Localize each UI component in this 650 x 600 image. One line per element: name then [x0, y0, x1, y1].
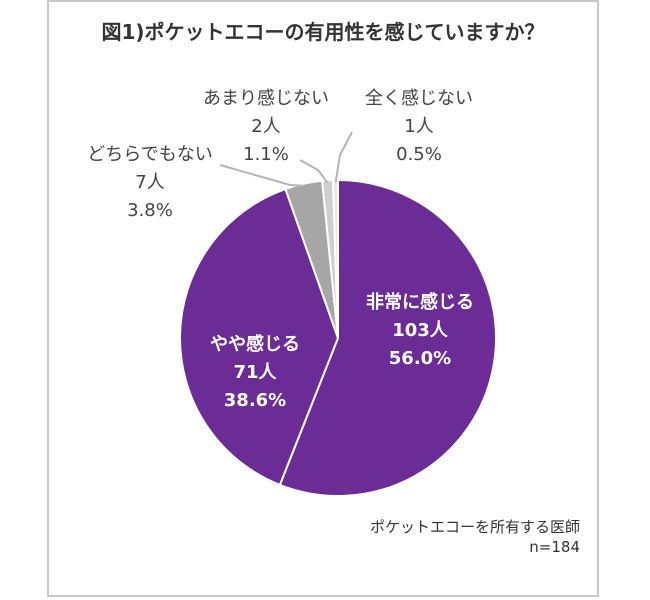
slice-label-name-4: あまり感じない: [203, 88, 329, 109]
slice-label-name-2: やや感じる: [210, 333, 300, 355]
slice-label-count-5: 1人: [404, 116, 433, 137]
slice-label-percent-5: 0.5%: [396, 144, 442, 165]
leader-lines: [219, 131, 353, 187]
chart-title: 図1)ポケットエコーの有用性を感じていますか？: [101, 20, 545, 44]
pie-slices: [179, 178, 498, 497]
leader-line-3: [219, 164, 305, 187]
leader-line-5: [334, 131, 353, 183]
slice-label-name-5: 全く感じない: [365, 88, 473, 109]
slice-label-name-3: どちらでもない: [87, 144, 212, 165]
slice-label-count-2: 71人: [233, 362, 277, 383]
slice-label-percent-3: 3.8%: [127, 200, 173, 221]
slice-label-percent-4: 1.1%: [243, 144, 289, 165]
slice-label-name-1: 非常に感じる: [366, 291, 474, 313]
slice-label-count-3: 7人: [135, 172, 164, 193]
sample-size: n=184: [529, 538, 580, 556]
sample-description: ポケットエコーを所有する医師: [369, 518, 580, 536]
slice-labels: 非常に感じる 103人 56.0% やや感じる 71人 38.6% どちらでもない 7人 3.8…: [87, 88, 474, 411]
slice-label-count-1: 103人: [392, 320, 449, 341]
leader-line-4: [299, 159, 329, 184]
pie-slice-1: [278, 178, 498, 497]
slice-label-percent-1: 56.0%: [389, 348, 451, 369]
slice-label-count-4: 2人: [251, 116, 280, 137]
slice-label-percent-2: 38.6%: [224, 390, 286, 411]
pie-slice-2: [179, 187, 340, 487]
